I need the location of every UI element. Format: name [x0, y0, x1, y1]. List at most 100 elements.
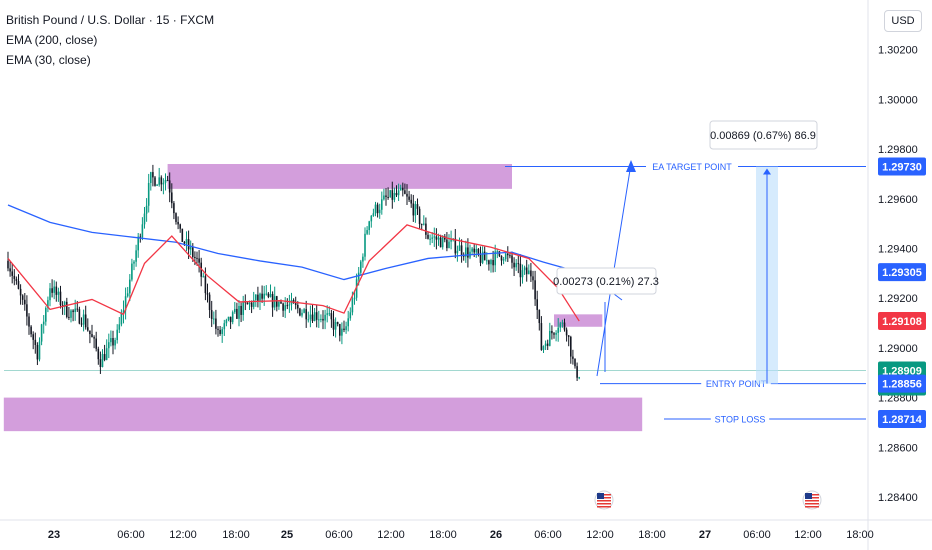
candle-body — [66, 301, 68, 317]
candle-body — [84, 314, 87, 328]
flag-canton — [805, 493, 812, 499]
candle-body — [257, 294, 259, 301]
flag-stripe — [597, 506, 611, 508]
candle-body — [255, 294, 257, 300]
x-tick-label: 12:00 — [169, 529, 197, 541]
candle-body — [546, 343, 549, 346]
candle-body — [542, 346, 545, 350]
candle-body — [114, 340, 116, 346]
candle-body — [250, 302, 253, 307]
candle-body — [150, 172, 152, 183]
candle-body — [502, 259, 505, 261]
candle-body — [158, 177, 160, 185]
candle-body — [198, 258, 200, 263]
candle-body — [433, 236, 436, 238]
supply-demand-zone[interactable] — [3, 397, 643, 432]
supply-demand-zone[interactable] — [167, 164, 512, 189]
candle-body — [21, 295, 24, 300]
candle-body — [95, 338, 97, 349]
candle-body — [551, 330, 553, 334]
x-tick-label: 18:00 — [846, 529, 874, 541]
y-tick-label: 1.28800 — [878, 393, 918, 405]
candle-body — [324, 314, 326, 321]
symbol-title[interactable]: British Pound / U.S. Dollar · 15 · FXCM — [6, 13, 215, 27]
measure-tooltip: 0.00869 (0.67%) 86.9 — [710, 130, 816, 142]
level-label-bg — [710, 412, 770, 425]
candle-body — [450, 239, 452, 242]
candle-body — [124, 296, 127, 311]
price-axis-label-text: 1.28909 — [882, 366, 922, 378]
candle-body — [418, 208, 421, 225]
x-tick-label: 06:00 — [117, 529, 145, 541]
candle-body — [448, 241, 450, 249]
candle-body — [42, 321, 45, 325]
measure-tooltip-bg — [556, 267, 657, 295]
chart-legend: British Pound / U.S. Dollar · 15 · FXCM … — [6, 10, 214, 70]
projection-arrow-head — [626, 160, 636, 172]
x-tick-label: 12:00 — [586, 529, 614, 541]
x-tick-label: 06:00 — [534, 529, 562, 541]
candle-body — [89, 330, 91, 335]
candle-body — [420, 224, 423, 226]
x-tick-label: 18:00 — [429, 529, 457, 541]
price-axis-label[interactable] — [878, 409, 926, 428]
candle-body — [162, 182, 165, 185]
candle-body — [185, 239, 188, 244]
candle-body — [72, 310, 74, 313]
candle-body — [431, 237, 433, 239]
candle-body — [32, 334, 34, 340]
measure-arrow-head — [763, 168, 771, 175]
price-axis-label-text: 1.29730 — [882, 161, 922, 173]
candle-body — [458, 245, 461, 251]
candle-body — [126, 293, 129, 297]
candle-body — [460, 245, 463, 256]
candle-body — [528, 270, 530, 275]
candle-body — [345, 326, 347, 331]
candle-body — [223, 323, 226, 330]
candle-body — [477, 249, 480, 255]
candle-body — [236, 308, 238, 319]
ema30-legend[interactable]: EMA (30, close) — [6, 53, 91, 67]
candle-body — [112, 338, 114, 346]
candle-body — [544, 343, 547, 347]
candle-body — [446, 239, 448, 249]
candle-body — [507, 253, 509, 256]
price-axis-label[interactable] — [878, 312, 926, 331]
x-tick-label: 06:00 — [325, 529, 353, 541]
price-axis-label[interactable] — [878, 263, 926, 282]
price-axis-label[interactable] — [878, 374, 926, 393]
candle-body — [395, 192, 398, 196]
candle-body — [38, 341, 41, 360]
price-axis-label[interactable] — [878, 157, 926, 176]
flag-canton — [597, 493, 604, 499]
candle-body — [360, 261, 362, 273]
ema200-legend[interactable]: EMA (200, close) — [6, 33, 98, 47]
candle-body — [59, 291, 62, 306]
candle-body — [179, 224, 181, 229]
candle-body — [557, 327, 559, 333]
candle-body — [532, 276, 534, 281]
candle-body — [439, 237, 442, 248]
candle-body — [496, 251, 499, 253]
candle-body — [425, 223, 427, 235]
candle-body — [391, 190, 394, 200]
candle-body — [309, 314, 312, 320]
candle-body — [99, 359, 102, 367]
candle-body — [366, 230, 368, 234]
candle-body — [490, 260, 492, 265]
candle-body — [267, 293, 270, 297]
currency-button[interactable]: USD — [884, 10, 922, 32]
candle-body — [561, 322, 564, 324]
candle-body — [30, 326, 32, 335]
candle-body — [284, 305, 286, 311]
candle-body — [248, 302, 251, 305]
candle-body — [362, 256, 364, 262]
candle-body — [307, 319, 310, 321]
y-tick-label: 1.29400 — [878, 244, 918, 256]
candle-body — [521, 270, 524, 278]
candle-body — [80, 323, 83, 325]
candle-body — [68, 316, 70, 318]
candle-body — [116, 329, 118, 341]
candle-body — [416, 204, 419, 209]
